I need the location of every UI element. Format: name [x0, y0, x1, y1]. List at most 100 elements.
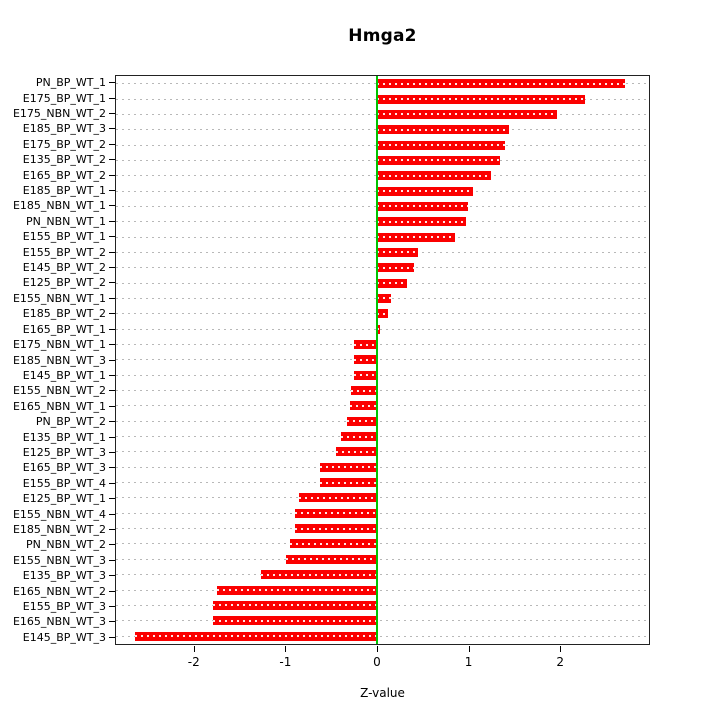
bar	[294, 508, 378, 518]
y-tick-label: E145_BP_WT_3	[22, 630, 106, 644]
bar-row	[116, 260, 649, 275]
bar	[351, 386, 378, 396]
y-tick-mark	[109, 621, 115, 623]
bar	[135, 631, 377, 641]
y-tick-mark	[109, 421, 115, 423]
x-tick-mark	[285, 646, 287, 652]
bar	[377, 293, 391, 303]
y-label-row: E145_BP_WT_3	[0, 630, 115, 645]
y-tick-mark	[109, 220, 115, 222]
bar-row	[116, 352, 649, 367]
bar-row	[116, 429, 649, 444]
y-label-row: PN_BP_WT_2	[0, 414, 115, 429]
bar-row	[116, 337, 649, 352]
bar-row	[116, 214, 649, 229]
y-tick-label: E165_NBN_WT_1	[12, 399, 106, 413]
plot-area	[115, 75, 650, 645]
y-tick-mark	[109, 606, 115, 608]
gridline	[116, 405, 649, 407]
gridline	[116, 359, 649, 361]
bar-row	[116, 291, 649, 306]
y-label-row: E175_NBN_WT_2	[0, 106, 115, 121]
y-tick-label: E175_BP_WT_2	[22, 137, 106, 151]
x-tick-mark	[468, 646, 470, 652]
y-label-row: E155_NBN_WT_4	[0, 506, 115, 521]
y-label-row: E175_NBN_WT_1	[0, 337, 115, 352]
gridline	[116, 328, 649, 330]
y-tick-label: E165_BP_WT_1	[22, 322, 106, 336]
bar	[377, 278, 408, 288]
y-tick-mark	[109, 482, 115, 484]
bar	[319, 478, 378, 488]
y-tick-label: PN_NBN_WT_1	[26, 214, 106, 228]
y-tick-label: E155_BP_WT_2	[22, 245, 106, 259]
y-label-row: E175_BP_WT_2	[0, 137, 115, 152]
y-label-row: E155_NBN_WT_3	[0, 553, 115, 568]
bar-row	[116, 122, 649, 137]
y-tick-mark	[109, 205, 115, 207]
bar-row	[116, 183, 649, 198]
x-tick-mark	[377, 646, 378, 652]
y-label-row: E125_BP_WT_3	[0, 445, 115, 460]
bar	[217, 585, 377, 595]
gridline	[116, 420, 649, 422]
bar-row	[116, 306, 649, 321]
y-tick-mark	[109, 267, 115, 269]
bar-row	[116, 475, 649, 490]
y-tick-label: E135_BP_WT_1	[22, 430, 106, 444]
y-tick-mark	[109, 159, 115, 161]
gridline	[116, 543, 649, 545]
gridline	[116, 604, 649, 606]
bar	[346, 416, 378, 426]
gridline	[116, 451, 649, 453]
y-label-row: E155_BP_WT_1	[0, 229, 115, 244]
y-label-row: E155_NBN_WT_2	[0, 383, 115, 398]
bar-row	[116, 398, 649, 413]
y-label-row: E165_BP_WT_2	[0, 167, 115, 182]
bar	[290, 539, 378, 549]
y-tick-label: E165_NBN_WT_2	[12, 584, 106, 598]
gridline	[116, 497, 649, 499]
y-tick-mark	[109, 359, 115, 361]
bar	[285, 554, 378, 564]
bar-row	[116, 444, 649, 459]
y-label-row: E135_BP_WT_1	[0, 429, 115, 444]
y-tick-label: E155_NBN_WT_3	[12, 553, 106, 567]
bar-row	[116, 628, 649, 643]
y-tick-mark	[109, 544, 115, 546]
y-label-row: PN_BP_WT_1	[0, 75, 115, 90]
gridline	[116, 589, 649, 591]
y-tick-mark	[109, 374, 115, 376]
bar	[261, 570, 378, 580]
bar-row	[116, 368, 649, 383]
bar	[377, 263, 414, 273]
bar	[299, 493, 377, 503]
x-tick-label: 2	[556, 655, 565, 669]
y-label-row: E185_NBN_WT_3	[0, 352, 115, 367]
bar-row	[116, 490, 649, 505]
bar	[377, 201, 469, 211]
gridline	[116, 374, 649, 376]
bar	[335, 447, 378, 457]
y-tick-label: E185_BP_WT_1	[22, 184, 106, 198]
y-tick-label: E145_BP_WT_1	[22, 368, 106, 382]
y-tick-mark	[109, 174, 115, 176]
y-label-row: E155_BP_WT_3	[0, 599, 115, 614]
y-label-row: E185_BP_WT_3	[0, 121, 115, 136]
y-tick-mark	[109, 143, 115, 145]
bar-row	[116, 506, 649, 521]
y-tick-mark	[109, 451, 115, 453]
bar	[319, 462, 378, 472]
bar-row	[116, 521, 649, 536]
y-tick-label: E175_BP_WT_1	[22, 91, 106, 105]
y-tick-label: E175_NBN_WT_2	[12, 107, 106, 121]
bar	[377, 309, 388, 319]
bar-row	[116, 199, 649, 214]
y-tick-mark	[109, 513, 115, 515]
y-label-row: E125_BP_WT_1	[0, 491, 115, 506]
bar	[377, 109, 557, 119]
y-tick-label: E135_BP_WT_3	[22, 569, 106, 583]
bar-row	[116, 153, 649, 168]
bar	[377, 125, 510, 135]
y-label-row: E165_NBN_WT_1	[0, 399, 115, 414]
